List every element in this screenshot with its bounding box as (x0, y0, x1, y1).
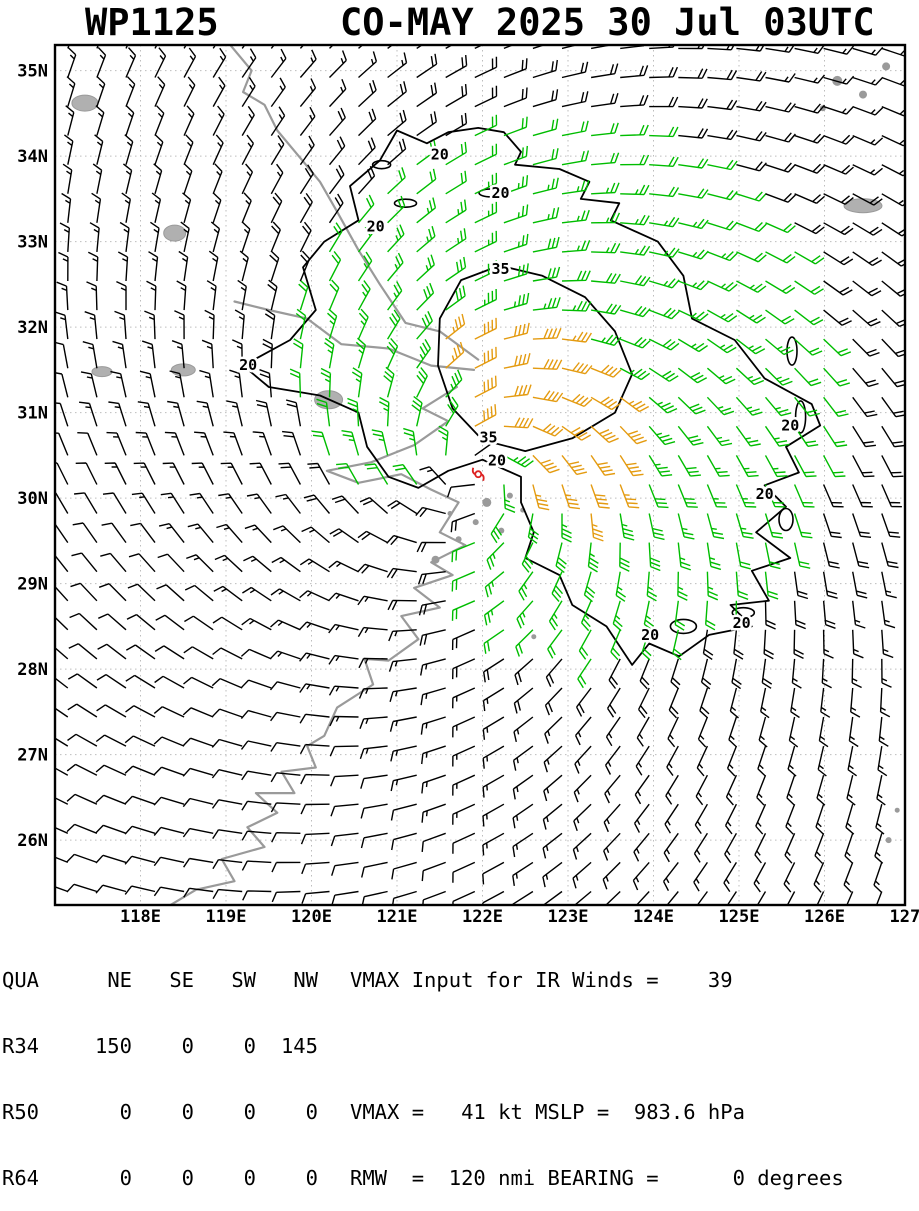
lat-label: 35N (17, 62, 48, 82)
contour-label-20: 20 (733, 614, 751, 632)
mslp-unit: hPa (695, 1100, 745, 1124)
r34-nw-value: 145 (280, 1034, 318, 1058)
r64-nw-value: 0 (305, 1166, 318, 1190)
rmw-bearing-text: RMW = 120 nmi BEARING = 0 degrees (318, 1167, 844, 1189)
lon-label: 119E (206, 907, 247, 924)
lon-label: 122E (462, 907, 503, 924)
qua-label: QUA (2, 968, 40, 992)
lat-label: 33N (17, 233, 48, 253)
wind-barb-map: 20 20 20 20 20 20 20 20 20 35 35 35N 34N 33N 32N 31N 30N… (17, 43, 919, 924)
typhoon-symbol (471, 467, 485, 481)
r34-se-value: 0 (181, 1034, 194, 1058)
rmw-unit: nmi (485, 1166, 548, 1190)
mslp-label: MSLP = (535, 1100, 610, 1124)
bearing-label: BEARING = (547, 1166, 659, 1190)
vmax-mslp-text: VMAX = 41 kt MSLP = 983.6 hPa (318, 1101, 844, 1123)
contour-label-20: 20 (756, 485, 774, 503)
vmax-input-value: 39 (707, 968, 733, 992)
r50-label: R50 (2, 1100, 40, 1124)
bearing-unit: degrees (744, 1166, 844, 1190)
rmw-label: RMW = (350, 1166, 425, 1190)
lat-label: 30N (17, 489, 48, 509)
contour-label-20: 20 (367, 217, 385, 235)
bearing-value: 0 (732, 1166, 745, 1190)
isotach-contours (242, 127, 822, 666)
r34-row: R34 150 0 0 145 (2, 1035, 844, 1057)
mslp-value: 983.6 (633, 1100, 696, 1124)
r64-row: R64 0 0 0 0 RMW = 120 nmi BEARING = 0 degr… (2, 1167, 844, 1189)
rmw-value: 120 (448, 1166, 486, 1190)
r34-sw-value: 0 (243, 1034, 256, 1058)
quadrant-ne-header: NE (107, 968, 132, 992)
quadrant-nw-header: NW (293, 968, 318, 992)
lat-label: 26N (17, 831, 48, 851)
axis-labels: 35N 34N 33N 32N 31N 30N 29N 28N 27N 26N 118E 119E 12… (17, 62, 919, 924)
lat-label: 29N (17, 575, 48, 595)
contour-label-35: 35 (491, 260, 509, 278)
contour-label-20: 20 (488, 452, 506, 470)
r50-ne-value: 0 (119, 1100, 132, 1124)
contour-label-20: 20 (491, 184, 509, 202)
contour-label-20: 20 (641, 626, 659, 644)
contour-labels: 20 20 20 20 20 20 20 20 20 35 35 (237, 143, 802, 647)
lon-label: 118E (120, 907, 161, 924)
lat-label: 28N (17, 660, 48, 680)
lon-label: 123E (548, 907, 589, 924)
vmax-unit: kt (485, 1100, 536, 1124)
r34-ne-value: 150 (94, 1034, 132, 1058)
lon-label: 126E (804, 907, 845, 924)
lat-label: 27N (17, 746, 48, 766)
quadrant-header-row: QUA NE SE SW NW VMAX Input for IR Winds … (2, 969, 844, 991)
r50-row: R50 0 0 0 0 VMAX = 41 kt MSLP = 983.6 hPa (2, 1101, 844, 1123)
r64-ne-value: 0 (119, 1166, 132, 1190)
r64-sw-value: 0 (243, 1166, 256, 1190)
lat-label: 32N (17, 318, 48, 338)
lon-label: 125E (719, 907, 760, 924)
r34-label: R34 (2, 1034, 40, 1058)
contour-label-20: 20 (239, 356, 257, 374)
vmax-label: VMAX = (350, 1100, 425, 1124)
vmax-input-label: VMAX Input for IR Winds = (350, 968, 659, 992)
lat-label: 34N (17, 147, 48, 167)
r64-label: R64 (2, 1166, 40, 1190)
vmax-value: 41 (461, 1100, 486, 1124)
r50-nw-value: 0 (305, 1100, 318, 1124)
storm-stats-footer: QUA NE SE SW NW VMAX Input for IR Winds … (2, 925, 844, 1211)
quadrant-sw-header: SW (231, 968, 256, 992)
storm-id: WP1125 (85, 1, 219, 44)
contour-label-20: 20 (781, 417, 799, 435)
r50-se-value: 0 (181, 1100, 194, 1124)
lon-label: 127E (890, 907, 919, 924)
r64-se-value: 0 (181, 1166, 194, 1190)
lon-label: 120E (291, 907, 332, 924)
contour-label-20: 20 (431, 145, 449, 163)
quadrant-se-header: SE (169, 968, 194, 992)
storm-name-datetime: CO-MAY 2025 30 Jul 03UTC (340, 1, 875, 44)
lon-label: 121E (377, 907, 418, 924)
graticule (55, 45, 905, 905)
contour-label-35: 35 (479, 428, 497, 446)
lon-label: 124E (633, 907, 674, 924)
r50-sw-value: 0 (243, 1100, 256, 1124)
wind-barb-layer (55, 45, 905, 905)
vmax-input-text: VMAX Input for IR Winds = 39 (318, 969, 844, 991)
lat-label: 31N (17, 404, 48, 424)
map-frame (53, 43, 907, 907)
